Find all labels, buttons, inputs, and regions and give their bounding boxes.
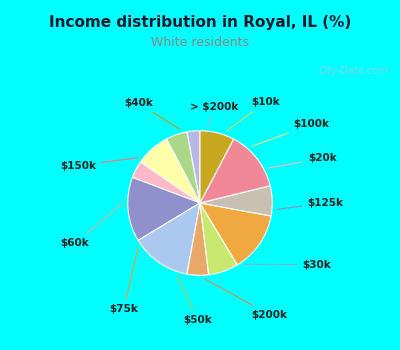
Wedge shape [200,203,271,265]
Wedge shape [200,139,270,203]
Wedge shape [200,131,234,203]
Wedge shape [187,131,200,203]
Wedge shape [166,132,200,203]
Text: $30k: $30k [245,260,331,270]
Wedge shape [200,203,237,275]
Text: > $200k: > $200k [190,102,238,126]
Text: $200k: $200k [205,279,287,320]
Text: $50k: $50k [177,276,212,325]
Text: $40k: $40k [124,98,180,129]
Wedge shape [187,203,209,275]
Wedge shape [140,139,200,203]
Text: $100k: $100k [252,119,330,146]
Text: White residents: White residents [151,36,249,49]
Wedge shape [132,162,200,203]
Wedge shape [200,186,272,216]
Text: $150k: $150k [60,158,139,171]
Text: Income distribution in Royal, IL (%): Income distribution in Royal, IL (%) [49,15,351,30]
Text: $125k: $125k [277,198,344,209]
Text: City-Data.com: City-Data.com [318,66,388,76]
Text: $20k: $20k [269,153,337,168]
Wedge shape [138,203,200,274]
Text: $75k: $75k [109,248,138,314]
Text: $60k: $60k [60,203,124,248]
Text: $10k: $10k [226,97,280,131]
Wedge shape [128,177,200,240]
